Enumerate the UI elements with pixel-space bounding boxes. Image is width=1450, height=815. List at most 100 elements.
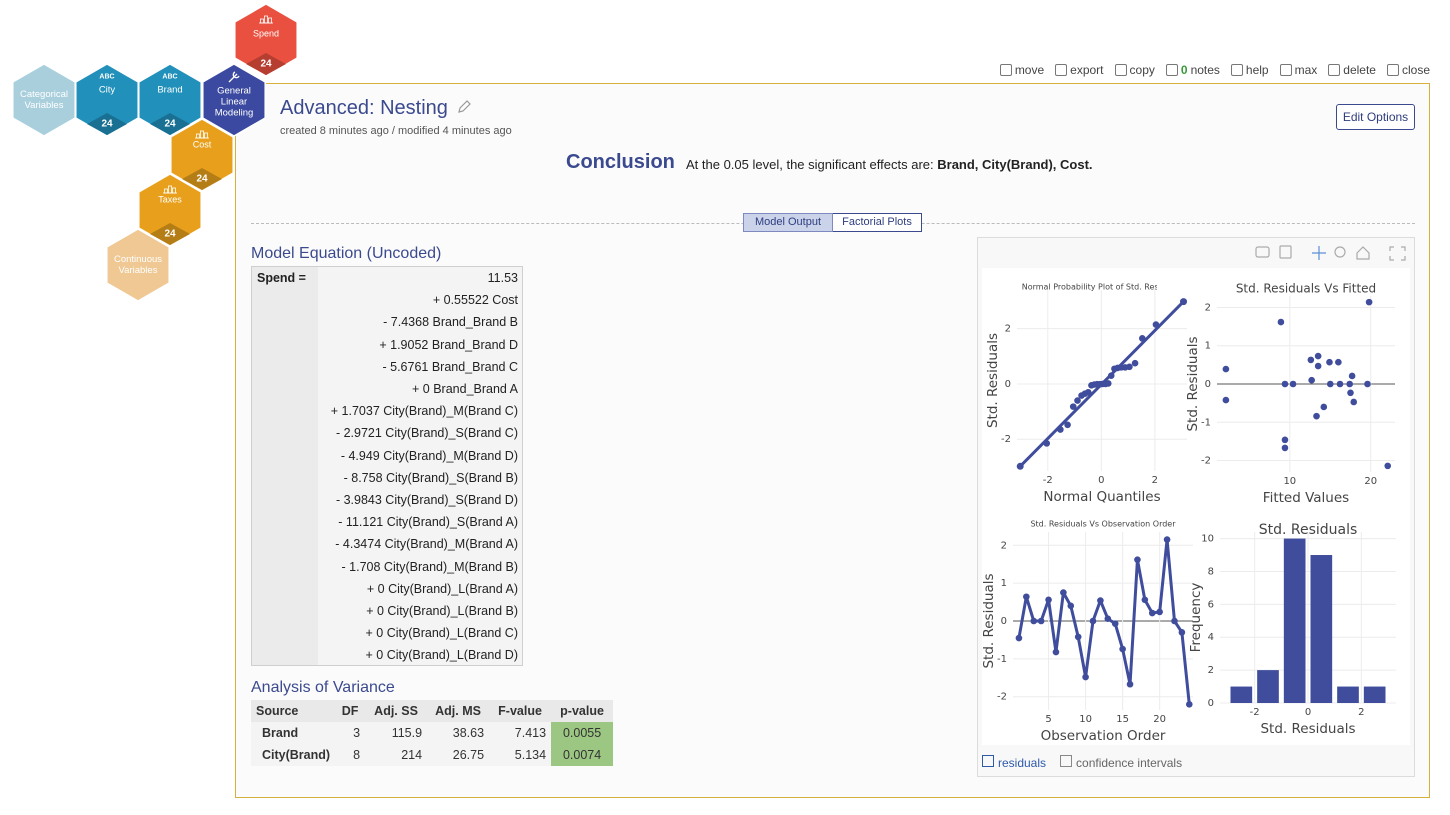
toolbar-label: delete (1343, 63, 1376, 77)
anova-cell: 3 (335, 722, 366, 744)
toolbar-item[interactable]: close (1386, 63, 1430, 77)
equation-term: + 0 Brand_Brand A (412, 382, 518, 396)
equation-term: - 8.758 City(Brand)_S(Brand B) (343, 470, 518, 485)
equation-lhs: Spend = (252, 267, 318, 665)
conclusion-effects: Brand, City(Brand), Cost. (937, 157, 1093, 172)
anova-cell: 8 (335, 744, 366, 766)
equation-term: - 1.708 City(Brand)_M(Brand B) (341, 559, 518, 574)
toolbar-item[interactable]: delete (1328, 63, 1376, 77)
node-hex (138, 63, 202, 137)
anova-column: F-value (489, 700, 552, 722)
anova-title: Analysis of Variance (251, 679, 395, 696)
toolbar-label: max (1294, 63, 1318, 77)
anova-column: Source (251, 700, 336, 722)
toolbar-icon (1114, 64, 1127, 76)
anova-table: Source DF Adj. SS Adj. MS F-value p-value Bran… (251, 700, 614, 766)
conclusion-heading: Conclusion (566, 151, 675, 173)
plot-links: residuals confidence intervals (982, 755, 1182, 770)
anova-cell: City(Brand) (251, 744, 336, 766)
anova-cell: 5.134 (489, 744, 552, 766)
tab[interactable]: Factorial Plots (833, 213, 922, 232)
response: Spend = (257, 271, 306, 285)
node-hex (138, 173, 202, 247)
node-label: General Linear Modeling (214, 85, 254, 119)
equation-term: 11.53 (487, 271, 518, 285)
node-icon (228, 71, 240, 83)
node-count-bg (182, 168, 222, 190)
anova-column: Adj. SS (365, 700, 428, 722)
node-count-bg (150, 223, 190, 245)
node-count: 24 (164, 118, 176, 130)
equation-term: - 5.6761 Brand_Brand C (382, 359, 518, 374)
anova-column: Adj. MS (427, 700, 490, 722)
equation-term: - 4.3474 City(Brand)_M(Brand A) (335, 537, 518, 552)
anova-column: DF (335, 700, 366, 722)
node-label: Continuous Variables (113, 254, 163, 276)
anova-cell: 26.75 (427, 744, 490, 766)
equation-term: + 0 City(Brand)_L(Brand C) (365, 626, 519, 641)
node-hex (106, 228, 170, 302)
toolbar-item[interactable]: 0 notes (1165, 63, 1220, 77)
toolbar: move export copy 0 notes help max delete close (999, 63, 1430, 77)
node-count-bg (87, 113, 127, 135)
anova-cell: Brand (251, 722, 336, 744)
toolbar-item[interactable]: help (1230, 63, 1269, 77)
equation-term: + 1.7037 City(Brand)_M(Brand C) (330, 404, 518, 419)
link-text: confidence intervals (1076, 756, 1183, 770)
node-count-bg (150, 113, 190, 135)
title: Advanced: Nesting (280, 97, 472, 120)
node-count-bg (246, 53, 286, 75)
equation-table: Spend = 11.53 + 0.55522 Cost - 7.4368 Bran… (251, 266, 523, 666)
toolbar-label: notes (1190, 63, 1220, 77)
toolbar-item[interactable]: move (999, 63, 1044, 77)
node-count: 24 (101, 118, 113, 130)
toolbar-item[interactable]: max (1279, 63, 1318, 77)
node-badge: ABC (99, 73, 115, 81)
equation-title: Model Equation (Uncoded) (251, 245, 442, 262)
toolbar-icon (999, 64, 1012, 76)
toolbar-item[interactable]: copy (1114, 63, 1155, 77)
equation-term: + 1.9052 Brand_Brand D (379, 337, 518, 352)
equation-term: - 4.949 City(Brand)_M(Brand D) (340, 448, 518, 463)
tabs: Model Output Factorial Plots (743, 213, 922, 232)
anova-cell: 38.63 (427, 722, 490, 744)
toolbar-icon (1230, 64, 1243, 76)
anova-cell: 0.0055 (551, 722, 614, 744)
node-count: 24 (196, 173, 208, 185)
equation-term: - 3.9843 City(Brand)_S(Brand D) (335, 493, 518, 507)
node-hex (202, 63, 266, 137)
node-graph (12, 3, 298, 302)
node-label: Taxes (158, 194, 182, 205)
node-label: Spend (252, 28, 280, 39)
equation-term: - 2.9721 City(Brand)_S(Brand C) (335, 426, 518, 441)
anova-row: City(Brand) 8 214 26.75 5.134 0.0074 (251, 744, 614, 766)
tab-active[interactable]: Model Output (743, 213, 833, 232)
equation-term: - 7.4368 Brand_Brand B (383, 315, 518, 330)
conclusion-text: At the 0.05 level, the significant effec… (686, 157, 938, 172)
anova-column: p-value (551, 700, 614, 722)
toolbar-icon (1165, 64, 1178, 76)
link-text: residuals (998, 756, 1047, 770)
anova-cell: 7.413 (489, 722, 552, 744)
residuals-link[interactable]: residuals (982, 755, 1046, 770)
toolbar-icon (1279, 64, 1292, 76)
node-count: 24 (164, 228, 176, 240)
node-label: Brand (157, 84, 183, 96)
node-label: City (98, 84, 116, 96)
equation-term: + 0 City(Brand)_L(Brand A) (366, 581, 518, 596)
toolbar-label: close (1401, 63, 1430, 77)
ci-link[interactable]: confidence intervals (1060, 755, 1182, 770)
toolbar-item[interactable]: export (1055, 63, 1104, 77)
meta: created 8 minutes ago / modified 4 minut… (280, 125, 512, 137)
toolbar-label: export (1070, 63, 1104, 77)
edit-icon[interactable] (457, 100, 472, 114)
node-count: 24 (260, 58, 272, 70)
anova-row: Brand 3 115.9 38.63 7.413 0.0055 (251, 722, 614, 744)
equation-term: + 0 City(Brand)_L(Brand D) (365, 648, 519, 663)
equation-term: + 0 City(Brand)_L(Brand B) (366, 604, 518, 618)
anova-cell: 0.0074 (551, 744, 614, 766)
edit-options-button[interactable]: Edit Options (1336, 104, 1415, 130)
toolbar-count: 0 (1180, 63, 1188, 77)
anova-header: Source DF Adj. SS Adj. MS F-value p-value (251, 700, 614, 722)
